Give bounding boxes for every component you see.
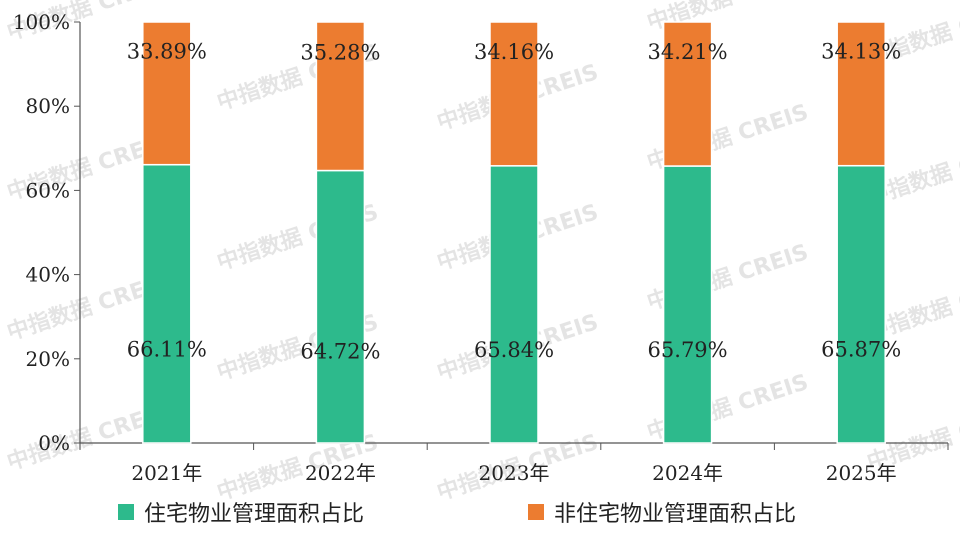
- x-tick-label: 2025年: [826, 461, 897, 485]
- y-tick-label: 0%: [38, 431, 70, 455]
- data-label-residential: 66.11%: [127, 337, 207, 361]
- bar-residential: [142, 163, 192, 444]
- x-tick-label: 2021年: [131, 461, 202, 485]
- legend-label-residential: 住宅物业管理面积占比: [144, 502, 365, 527]
- y-tick-label: 40%: [26, 263, 70, 287]
- bar-non-residential: [489, 21, 539, 167]
- data-labels: 66.11% 33.89% 64.72% 35.28% 65.84% 34.16% 65.7…: [127, 40, 901, 364]
- bar-residential: [489, 165, 539, 444]
- data-label-non-residential: 34.16%: [474, 40, 554, 64]
- x-tick-label: 2024年: [652, 461, 723, 485]
- legend: 住宅物业管理面积占比 非住宅物业管理面积占比: [0, 496, 960, 532]
- legend-item-residential: 住宅物业管理面积占比: [118, 496, 364, 528]
- x-tick-label: 2023年: [479, 461, 550, 485]
- legend-label-non-residential: 非住宅物业管理面积占比: [554, 502, 797, 527]
- data-label-non-residential: 34.21%: [648, 40, 728, 64]
- bars: [142, 21, 886, 444]
- bar-residential: [836, 164, 886, 444]
- legend-swatch-residential: [118, 504, 134, 520]
- legend-item-non-residential: 非住宅物业管理面积占比: [528, 496, 796, 528]
- data-label-non-residential: 34.13%: [821, 40, 901, 64]
- data-label-residential: 64.72%: [300, 339, 380, 363]
- y-tick-label: 60%: [26, 178, 70, 202]
- data-label-residential: 65.87%: [821, 338, 901, 362]
- y-tick-label: 80%: [26, 94, 70, 118]
- bar-non-residential: [315, 21, 366, 172]
- bar-residential: [315, 169, 366, 444]
- bar-non-residential: [836, 21, 886, 167]
- x-tick-label: 2022年: [305, 461, 376, 485]
- data-label-residential: 65.79%: [648, 338, 728, 362]
- bar-non-residential: [662, 21, 713, 167]
- data-label-residential: 65.84%: [474, 338, 554, 362]
- bar-residential: [662, 165, 713, 444]
- data-label-non-residential: 35.28%: [300, 41, 380, 65]
- y-tick-label: 20%: [26, 347, 70, 371]
- data-label-non-residential: 33.89%: [127, 40, 207, 64]
- legend-swatch-non-residential: [528, 504, 544, 520]
- y-tick-label: 100%: [13, 10, 70, 34]
- bar-non-residential: [142, 21, 192, 166]
- axes: 0% 20% 40% 60% 80% 100% 2021年 2022年 2023年 2024年 20…: [13, 10, 949, 485]
